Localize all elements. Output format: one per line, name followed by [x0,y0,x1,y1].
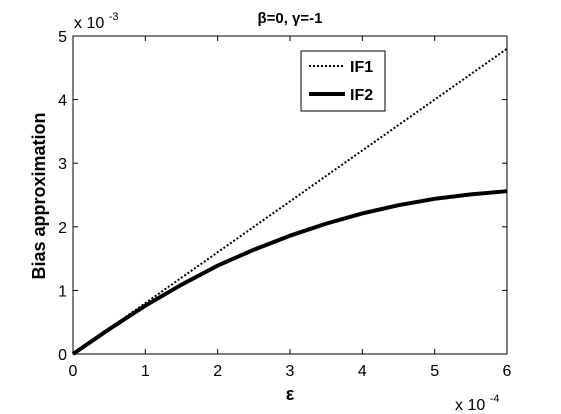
x-axis-label: ε [286,384,295,404]
x-tick-label: 6 [503,363,512,380]
legend[interactable]: IF1 IF2 [300,50,386,112]
legend-label-if2: IF2 [350,87,373,104]
y-tick-label: 2 [58,220,67,237]
y-tick-label: 0 [58,347,67,364]
x-multiplier-exponent: -4 [490,393,500,405]
y-tick-label: 1 [58,283,67,300]
series-layer [71,47,508,356]
y-multiplier: x 10 -3 [74,11,118,32]
series-line-if2 [71,189,508,356]
x-tick-label: 1 [141,363,150,380]
x-multiplier-base: x 10 [455,397,485,414]
chart-title: β=0, γ=-1 [257,10,322,27]
x-tick-label: 0 [69,363,78,380]
y-multiplier-exponent: -3 [109,11,119,23]
x-tick-label: 5 [430,363,439,380]
x-multiplier: x 10 -4 [455,393,499,414]
x-tick-label: 4 [358,363,367,380]
y-multiplier-base: x 10 [74,15,104,32]
legend-box [300,50,386,112]
legend-label-if1: IF1 [350,59,373,76]
y-tick-label: 5 [58,29,67,46]
y-tick-label: 3 [58,156,67,173]
y-axis-label: Bias approximation [29,112,49,279]
ticks-layer: 0 1 2 3 4 5 6 0 1 2 3 4 5 [58,29,511,380]
plot-area [73,36,507,354]
series-line-if1 [72,47,508,355]
x-tick-label: 3 [286,363,295,380]
x-tick-label: 2 [213,363,222,380]
y-tick-label: 4 [58,93,67,110]
